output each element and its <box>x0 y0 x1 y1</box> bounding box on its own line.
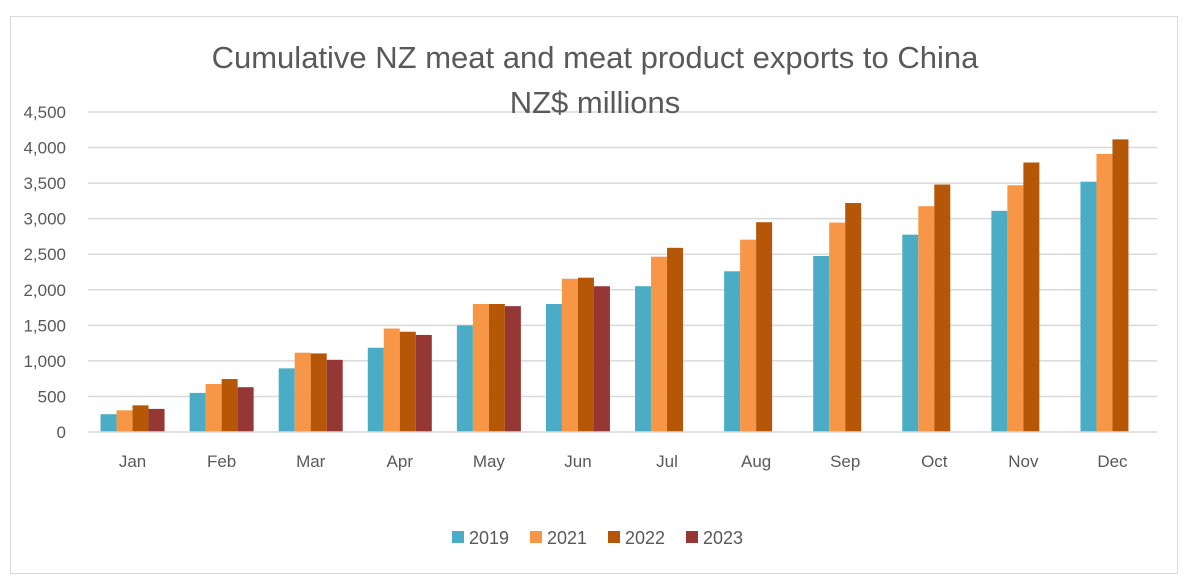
bar-2021-aug <box>740 239 757 432</box>
bar-2023-apr <box>415 334 432 432</box>
x-tick-label: Jan <box>119 452 146 471</box>
bar-2021-jul <box>651 256 668 432</box>
bar-2022-apr <box>399 331 416 432</box>
bar-2019-jun <box>545 304 562 432</box>
bar-2021-nov <box>1007 185 1024 432</box>
legend-swatch-2023 <box>686 531 698 543</box>
bar-2023-feb <box>237 387 254 432</box>
legend-label-2021: 2021 <box>547 528 587 548</box>
bar-2019-jan <box>100 414 117 432</box>
gridlines <box>88 111 1157 398</box>
x-tick-label: Sep <box>830 452 860 471</box>
bar-2022-jun <box>577 277 594 432</box>
y-tick-label: 1,000 <box>23 352 66 371</box>
bar-2023-jun <box>593 286 610 432</box>
x-tick-label: May <box>473 452 506 471</box>
legend-label-2022: 2022 <box>625 528 665 548</box>
bar-2019-mar <box>278 368 295 432</box>
x-tick-label: Jun <box>564 452 591 471</box>
chart-title: Cumulative NZ meat and meat product expo… <box>212 40 980 75</box>
x-tick-label: Jul <box>656 452 678 471</box>
bar-2019-feb <box>189 392 206 432</box>
bar-2019-sep <box>813 256 830 432</box>
bar-2022-jul <box>667 247 684 432</box>
y-tick-label: 1,500 <box>23 316 66 335</box>
bar-2021-may <box>472 304 489 432</box>
legend-swatch-2021 <box>530 531 542 543</box>
y-tick-label: 0 <box>57 423 66 442</box>
bars <box>100 139 1129 432</box>
bar-2022-mar <box>310 353 327 432</box>
legend-label-2019: 2019 <box>469 528 509 548</box>
x-tick-label: Mar <box>296 452 326 471</box>
bar-2023-jan <box>148 408 165 432</box>
bar-2021-apr <box>383 328 400 432</box>
bar-2019-oct <box>902 234 919 432</box>
x-tick-label: Nov <box>1008 452 1039 471</box>
y-tick-label: 500 <box>38 387 66 406</box>
legend-swatch-2019 <box>452 531 464 543</box>
bar-2023-may <box>504 306 521 432</box>
x-tick-label: Aug <box>741 452 771 471</box>
bar-2022-feb <box>221 379 238 432</box>
bar-2019-jul <box>635 286 652 432</box>
bar-2022-may <box>488 304 505 432</box>
bar-2022-oct <box>934 184 951 432</box>
bar-2021-dec <box>1096 153 1113 432</box>
bar-2021-feb <box>205 384 222 432</box>
bar-2019-dec <box>1080 181 1097 432</box>
bar-2022-aug <box>756 222 773 432</box>
bar-2019-may <box>456 325 473 432</box>
y-tick-label: 2,500 <box>23 245 66 264</box>
bar-2019-apr <box>367 347 384 432</box>
x-tick-label: Dec <box>1097 452 1128 471</box>
x-tick-label: Oct <box>921 452 948 471</box>
bar-2021-mar <box>294 352 311 432</box>
bar-2019-aug <box>724 271 741 432</box>
x-tick-label: Feb <box>207 452 236 471</box>
chart-subtitle: NZ$ millions <box>510 85 681 120</box>
y-axis-ticks: 0 500 1,000 1,500 2,000 2,500 3,000 3,500 4,000 4… <box>23 103 66 442</box>
legend-label-2023: 2023 <box>703 528 743 548</box>
bar-2022-jan <box>132 405 149 432</box>
x-tick-label: Apr <box>387 452 414 471</box>
legend: 2019 2021 2022 2023 <box>452 528 743 548</box>
bar-2023-mar <box>326 359 343 432</box>
y-tick-label: 3,000 <box>23 210 66 229</box>
bar-2021-oct <box>918 206 935 432</box>
legend-swatch-2022 <box>608 531 620 543</box>
bar-2021-jun <box>561 278 578 432</box>
y-tick-label: 4,500 <box>23 103 66 122</box>
y-tick-label: 2,000 <box>23 281 66 300</box>
bar-2021-jan <box>116 410 133 432</box>
bar-2022-sep <box>845 203 862 432</box>
y-tick-label: 3,500 <box>23 174 66 193</box>
bar-2022-dec <box>1112 139 1129 432</box>
x-axis-ticks: Jan Feb Mar Apr May Jun Jul Aug Sep Oct Nov Dec <box>119 452 1128 471</box>
bar-2021-sep <box>829 222 846 432</box>
bar-2019-nov <box>991 210 1008 432</box>
bar-2022-nov <box>1023 162 1040 432</box>
y-tick-label: 4,000 <box>23 139 66 158</box>
